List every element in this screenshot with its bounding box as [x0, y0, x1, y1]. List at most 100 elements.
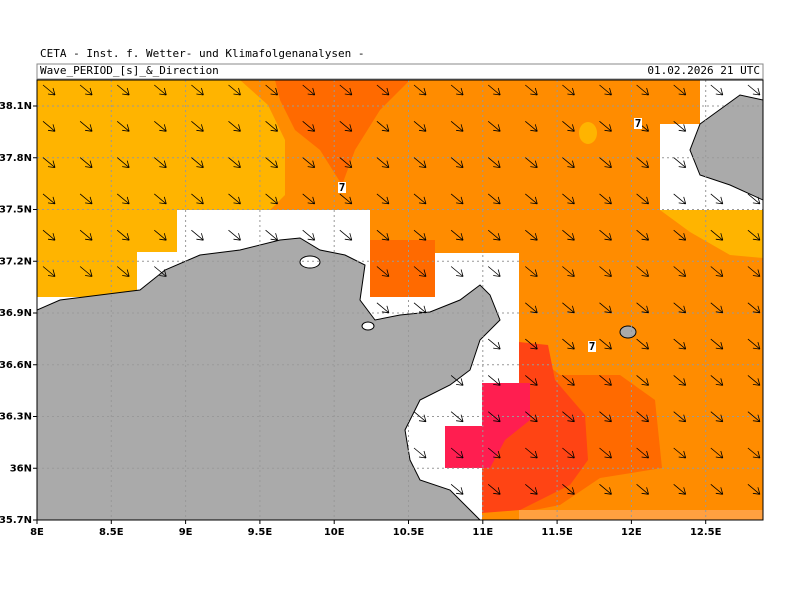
direction-arrow: [525, 120, 538, 132]
direction-arrow: [302, 120, 316, 132]
axis-labels: 38.1N 37.8N 37.5N 37.2N 36.9N 36.6N 36.3N 36N 35…: [0, 101, 722, 538]
lat-label: 36.6N: [0, 360, 32, 371]
direction-arrow: [599, 411, 612, 423]
direction-arrow: [191, 193, 204, 205]
direction-arrow: [228, 193, 241, 205]
direction-arrow: [116, 84, 130, 96]
direction-arrows: [42, 84, 761, 495]
direction-arrow: [487, 483, 501, 495]
direction-arrow: [636, 375, 649, 386]
direction-arrow: [116, 193, 130, 205]
direction-arrow: [154, 84, 167, 96]
direction-arrow: [747, 84, 761, 96]
direction-arrow: [562, 411, 575, 423]
direction-arrow: [339, 120, 353, 132]
lon-label: 12.5E: [690, 527, 722, 538]
direction-arrow: [525, 411, 538, 423]
date: 01.02.2026 21 UTC: [647, 64, 760, 77]
direction-arrow: [599, 193, 612, 205]
period-field: [37, 80, 285, 297]
direction-arrow: [154, 266, 167, 277]
direction-arrow: [599, 120, 612, 132]
direction-arrow: [450, 193, 464, 205]
direction-arrow: [636, 84, 649, 96]
direction-arrow: [413, 411, 427, 423]
lon-label: 8.5E: [99, 527, 124, 538]
direction-arrow: [636, 157, 649, 168]
direction-arrow: [673, 302, 687, 314]
direction-arrow: [525, 447, 538, 459]
direction-arrow: [525, 266, 538, 277]
direction-arrow: [413, 193, 427, 205]
direction-arrow: [228, 229, 241, 241]
direction-arrow: [673, 483, 687, 495]
lat-label: 36.9N: [0, 308, 32, 319]
lon-label: 11E: [472, 527, 493, 538]
direction-arrow: [42, 266, 56, 277]
direction-arrow: [265, 193, 278, 205]
direction-arrow: [42, 193, 56, 205]
direction-arrow: [562, 120, 575, 132]
direction-arrow: [710, 447, 724, 459]
direction-arrow: [154, 229, 167, 241]
lat-label: 37.8N: [0, 153, 32, 164]
direction-arrow: [673, 266, 687, 277]
direction-arrow: [710, 375, 724, 386]
period-field: [445, 383, 530, 468]
direction-arrow: [487, 84, 501, 96]
direction-arrow: [673, 375, 687, 386]
direction-arrow: [42, 229, 56, 241]
direction-arrow: [228, 84, 241, 96]
direction-arrow: [154, 193, 167, 205]
direction-arrow: [636, 229, 649, 241]
direction-arrow: [636, 411, 649, 423]
lon-label: 10.5E: [393, 527, 425, 538]
direction-arrow: [376, 266, 390, 277]
direction-arrow: [228, 157, 241, 168]
direction-arrow: [376, 229, 390, 241]
direction-arrow: [747, 302, 761, 314]
direction-arrow: [747, 266, 761, 277]
direction-arrow: [747, 447, 761, 459]
direction-arrow: [673, 447, 687, 459]
direction-arrow: [450, 229, 464, 241]
direction-arrow: [413, 120, 427, 132]
direction-arrow: [413, 157, 427, 168]
direction-arrow: [636, 193, 649, 205]
direction-arrow: [116, 120, 130, 132]
direction-arrow: [673, 84, 687, 96]
direction-arrow: [413, 302, 427, 314]
direction-arrow: [339, 193, 353, 205]
direction-arrow: [636, 483, 649, 495]
direction-arrow: [413, 229, 427, 241]
direction-arrow: [599, 483, 612, 495]
direction-arrow: [562, 375, 575, 386]
period-field: [660, 210, 763, 258]
direction-arrow: [42, 84, 56, 96]
direction-arrow: [747, 411, 761, 423]
land: [37, 94, 763, 520]
direction-arrow: [450, 411, 464, 423]
direction-arrow: [525, 84, 538, 96]
direction-arrow: [599, 338, 612, 350]
direction-arrow: [42, 120, 56, 132]
lat-label: 36.3N: [0, 412, 32, 423]
direction-arrow: [599, 157, 612, 168]
lake: [299, 255, 321, 269]
direction-arrow: [450, 266, 464, 277]
direction-arrow: [525, 157, 538, 168]
period-field: [579, 122, 597, 144]
direction-arrow: [747, 483, 761, 495]
direction-arrow: [339, 84, 353, 96]
direction-arrow: [487, 157, 501, 168]
direction-arrow: [487, 375, 501, 386]
direction-arrow: [413, 266, 427, 277]
lon-label: 8E: [30, 527, 44, 538]
direction-arrow: [710, 338, 724, 350]
direction-arrow: [710, 266, 724, 277]
direction-arrow: [413, 447, 427, 459]
direction-arrow: [525, 375, 538, 386]
direction-arrow: [747, 375, 761, 386]
